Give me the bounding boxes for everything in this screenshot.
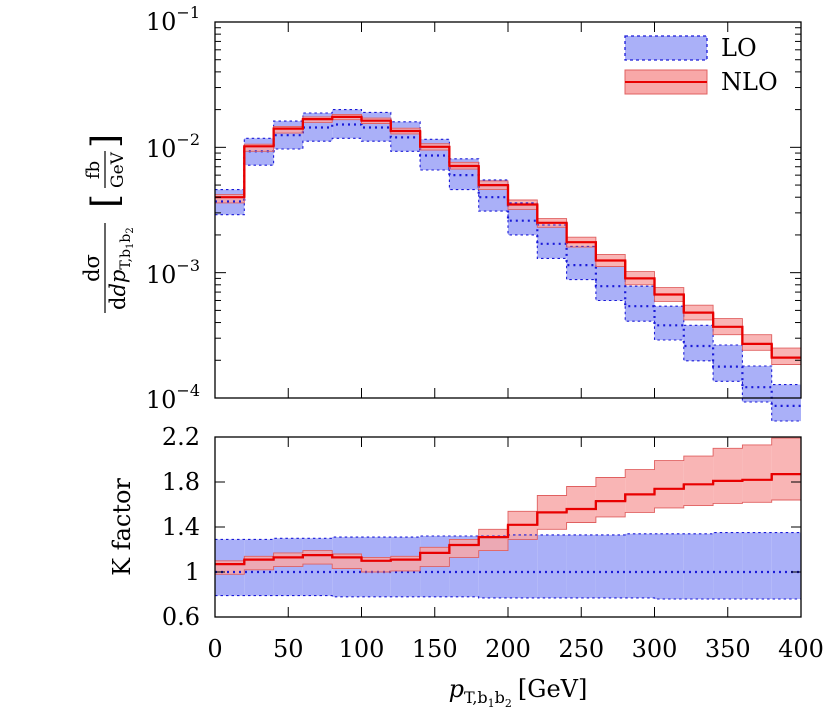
main-panel [214, 21, 802, 422]
ratio-ytick-label-2: 1.4 [162, 513, 200, 541]
xtick-label-0: 0 [207, 635, 222, 663]
ratio-ylabel: K factor [108, 478, 136, 576]
ratio-nlo-band-bin-12 [566, 486, 596, 523]
main-lo-central-line [215, 123, 801, 407]
xtick-label-300: 300 [632, 635, 678, 663]
ylabel-bracket-close: ] [85, 134, 126, 148]
ratio-nlo-band-bin-8 [449, 539, 479, 558]
ratio-lo-band-bin-2 [273, 538, 303, 596]
ratio-lo-band-bin-16 [683, 533, 714, 600]
main-nlo-band-bin-2 [273, 126, 303, 134]
ratio-nlo-band-bin-15 [654, 460, 684, 508]
main-lo-band-bin-12 [566, 246, 596, 280]
ratio-nlo-band-bin-2 [273, 552, 303, 567]
ratio-nlo-band-bin-7 [420, 547, 450, 567]
ratio-ytick-label-1: 1 [185, 558, 200, 586]
xlabel: pT,b1b2[GeV] [449, 675, 588, 710]
main-nlo-band-bin-0 [215, 194, 245, 203]
ratio-nlo-band-bin-1 [244, 556, 274, 570]
main-lo-band-bin-18 [742, 366, 772, 402]
xtick-label-150: 150 [412, 635, 458, 663]
main-ytick-labels: 10−1 10−2 10−3 10−4 [146, 3, 200, 414]
ratio-ytick-label-0: 0.6 [162, 603, 200, 631]
legend: LO NLO [624, 34, 778, 96]
ratio-panel: 0.6 1 1.4 1.8 2.2 0 50 100 150 200 250 300 350 400 [162, 423, 824, 663]
ylabel-bracket-open: [ [85, 194, 126, 208]
xtick-label-250: 250 [558, 635, 604, 663]
main-nlo-band-bin-19 [771, 348, 801, 365]
ylabel-unit-den: GeV [108, 151, 128, 188]
ytick-label-1e-3: 10−3 [146, 256, 200, 289]
main-lo-band-lower-edge [215, 137, 801, 422]
ratio-ytick-label-4: 2.2 [162, 423, 200, 451]
ylabel-numerator: dσ [80, 254, 104, 282]
ratio-nlo-band-bin-4 [332, 554, 362, 569]
ratio-lo-band-bin-3 [302, 538, 333, 596]
ratio-nlo-band-bin-5 [361, 557, 391, 572]
ratio-nlo-band-bin-9 [478, 529, 508, 551]
main-lo-band-bin-16 [683, 325, 714, 361]
main-nlo-band-bin-18 [742, 334, 772, 351]
ratio-bands [215, 438, 801, 600]
ratio-lo-band-bin-15 [654, 533, 684, 600]
ratio-nlo-band-bin-18 [742, 444, 772, 503]
legend-swatch-lo [624, 35, 708, 61]
ratio-lo-band-bin-14 [625, 533, 655, 598]
ratio-nlo-band-bin-14 [625, 469, 655, 513]
xtick-label-50: 50 [273, 635, 304, 663]
ratio-xticks [214, 437, 802, 617]
ratio-nlo-band-bin-17 [713, 448, 743, 504]
ratio-nlo-band-bin-6 [390, 556, 421, 571]
ratio-lines [215, 437, 801, 600]
ratio-lo-band-bin-17 [713, 532, 743, 599]
xtick-label-400: 400 [778, 635, 824, 663]
legend-label-lo: LO [721, 34, 757, 62]
xtick-label-350: 350 [705, 635, 751, 663]
main-nlo-band-bin-1 [244, 144, 274, 152]
ytick-label-1e-2: 10−2 [146, 130, 200, 163]
main-lo-band-bin-17 [713, 345, 743, 382]
legend-label-nlo: NLO [721, 68, 778, 96]
main-lo-band-bin-13 [595, 266, 626, 301]
ratio-lo-band-bin-18 [742, 532, 772, 599]
ratio-lo-band-bin-13 [595, 534, 626, 598]
ratio-lo-band-bin-10 [508, 534, 538, 598]
ratio-yticks [215, 436, 801, 618]
main-xticks [214, 22, 802, 398]
ratio-xtick-labels: 0 50 100 150 200 250 300 350 400 [207, 635, 824, 663]
ylabel-denominator: ddpT,b1b2 [106, 227, 136, 310]
ratio-nlo-band-bin-19 [771, 438, 801, 500]
ratio-nlo-band-lower-edge [215, 499, 801, 575]
main-yticks [215, 27, 801, 399]
main-lo-band-bin-11 [537, 225, 567, 259]
ratio-nlo-band-bin-13 [595, 477, 626, 517]
ylabel-unit-num: fb [83, 161, 104, 179]
ratio-nlo-band-bin-3 [302, 550, 333, 565]
ratio-nlo-band-upper-edge [215, 437, 801, 562]
ratio-ytick-labels: 0.6 1 1.4 1.8 2.2 [162, 423, 200, 631]
main-lo-band-bin-15 [654, 306, 684, 340]
ratio-lo-band-bin-19 [771, 532, 801, 599]
main-ylabel: dσ ddpT,b1b2 [ fb GeV ] [80, 134, 136, 313]
ytick-label-1e-1: 10−1 [146, 3, 200, 36]
xtick-label-200: 200 [485, 635, 531, 663]
main-lo-band-bin-19 [771, 384, 801, 422]
main-lines [215, 109, 801, 422]
ytick-label-1e-4: 10−4 [146, 381, 200, 414]
main-lo-band-bin-14 [625, 286, 655, 322]
xtick-label-100: 100 [339, 635, 385, 663]
ratio-ytick-label-3: 1.8 [162, 468, 200, 496]
ratio-nlo-band-bin-16 [683, 456, 714, 506]
ratio-lo-band-bin-12 [566, 534, 596, 598]
ratio-lo-band-lower-edge [215, 595, 801, 600]
ratio-lo-band-bin-11 [537, 534, 567, 598]
